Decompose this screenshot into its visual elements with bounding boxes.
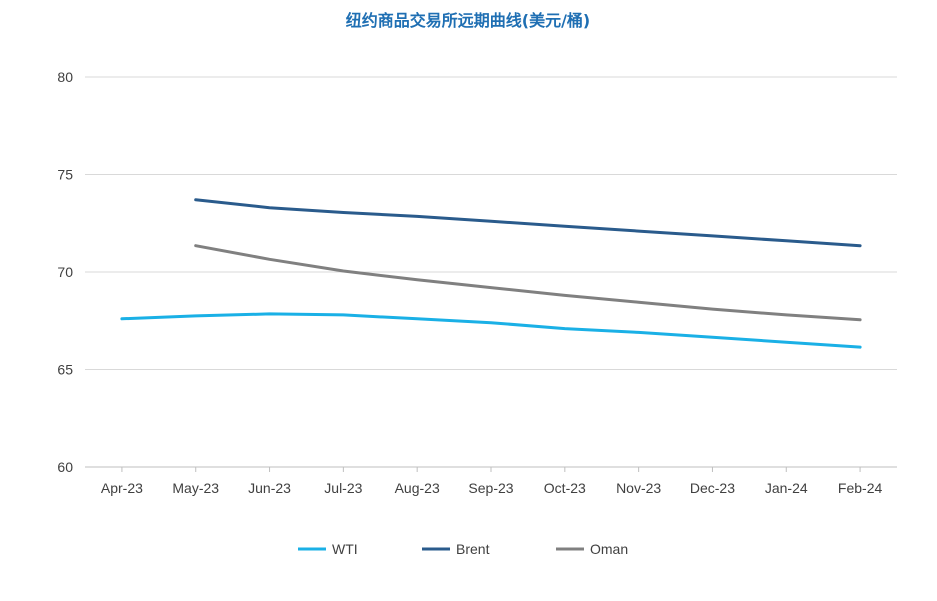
x-tick-label: Jun-23	[248, 480, 291, 496]
gridlines	[85, 76, 897, 468]
x-tick-label: Jul-23	[324, 480, 362, 496]
y-tick-label: 80	[57, 69, 73, 85]
x-tick-label: Feb-24	[838, 480, 883, 496]
legend: WTI Brent Oman	[298, 541, 628, 557]
x-tick-label: Apr-23	[101, 480, 143, 496]
x-tick-label: Sep-23	[468, 480, 513, 496]
series-line-wti	[120, 312, 862, 349]
y-axis: 60 65 70 75 80	[57, 69, 73, 475]
legend-label-oman: Oman	[590, 541, 628, 557]
chart-title: 纽约商品交易所远期曲线(美元/桶)	[346, 11, 590, 30]
x-tick-label: May-23	[172, 480, 219, 496]
series-line-oman	[194, 244, 862, 322]
legend-label-brent: Brent	[456, 541, 490, 557]
x-tick-label: Dec-23	[690, 480, 735, 496]
y-tick-label: 60	[57, 459, 73, 475]
series-lines	[120, 198, 862, 349]
legend-label-wti: WTI	[332, 541, 358, 557]
y-tick-label: 75	[57, 167, 73, 183]
y-tick-label: 70	[57, 264, 73, 280]
x-tick-label: Nov-23	[616, 480, 661, 496]
x-tick-label: Oct-23	[544, 480, 586, 496]
series-line-brent	[194, 198, 862, 248]
x-axis: Apr-23 May-23 Jun-23 Jul-23 Aug-23 Sep-23 Oct-…	[101, 467, 883, 496]
y-tick-label: 65	[57, 362, 73, 378]
x-tick-label: Aug-23	[395, 480, 440, 496]
x-tick-label: Jan-24	[765, 480, 808, 496]
